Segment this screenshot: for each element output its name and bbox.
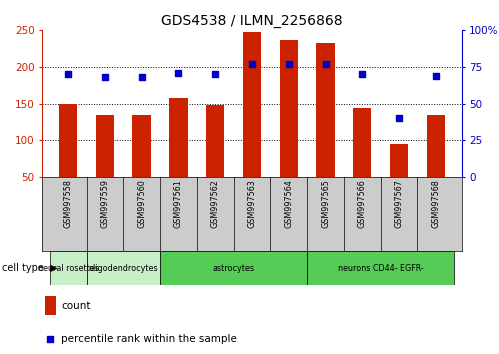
Bar — [206, 105, 225, 177]
Text: neurons CD44- EGFR-: neurons CD44- EGFR- — [338, 264, 424, 273]
Bar — [307, 251, 454, 285]
Text: oligodendrocytes: oligodendrocytes — [88, 264, 158, 273]
Point — [175, 70, 183, 75]
Point — [101, 74, 109, 80]
Text: GSM997563: GSM997563 — [248, 179, 256, 228]
Point — [138, 74, 146, 80]
Point — [64, 72, 72, 77]
Bar — [353, 108, 371, 177]
Bar — [160, 251, 307, 285]
Point — [395, 115, 403, 121]
Text: GSM997566: GSM997566 — [358, 179, 367, 228]
Text: count: count — [61, 301, 90, 311]
Bar — [86, 251, 160, 285]
Text: astrocytes: astrocytes — [213, 264, 254, 273]
Point — [211, 72, 219, 77]
Text: GSM997559: GSM997559 — [100, 179, 109, 228]
Bar — [45, 296, 56, 315]
Title: GDS4538 / ILMN_2256868: GDS4538 / ILMN_2256868 — [161, 14, 343, 28]
Text: GSM997560: GSM997560 — [137, 179, 146, 228]
Text: GSM997568: GSM997568 — [431, 179, 440, 228]
Point — [46, 336, 54, 342]
Text: neural rosettes: neural rosettes — [38, 264, 99, 273]
Bar — [427, 115, 445, 177]
Bar — [133, 115, 151, 177]
Bar — [96, 115, 114, 177]
Text: GSM997558: GSM997558 — [64, 179, 73, 228]
Point — [321, 61, 329, 67]
Bar — [50, 251, 86, 285]
Point — [248, 61, 256, 67]
Text: GSM997562: GSM997562 — [211, 179, 220, 228]
Point — [358, 72, 366, 77]
Bar — [390, 144, 408, 177]
Bar — [316, 43, 335, 177]
Text: cell type  ▶: cell type ▶ — [2, 263, 58, 273]
Text: GSM997565: GSM997565 — [321, 179, 330, 228]
Bar — [169, 98, 188, 177]
Bar — [243, 32, 261, 177]
Point — [432, 73, 440, 79]
Bar — [279, 40, 298, 177]
Bar — [59, 103, 77, 177]
Point — [285, 61, 293, 67]
Text: GSM997567: GSM997567 — [395, 179, 404, 228]
Text: GSM997564: GSM997564 — [284, 179, 293, 228]
Text: GSM997561: GSM997561 — [174, 179, 183, 228]
Text: percentile rank within the sample: percentile rank within the sample — [61, 334, 237, 344]
